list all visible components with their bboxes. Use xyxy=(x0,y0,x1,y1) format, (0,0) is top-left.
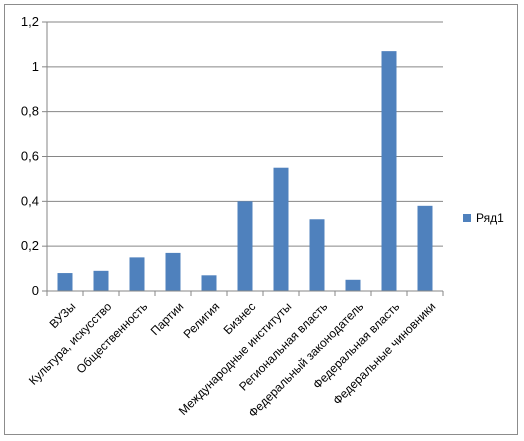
y-tick-label: 0,8 xyxy=(21,104,39,119)
bar xyxy=(345,279,361,291)
bar xyxy=(273,167,289,291)
bar xyxy=(417,205,433,291)
legend: Ряд1 xyxy=(463,211,504,225)
bar xyxy=(93,270,109,291)
x-category-label: Религия xyxy=(181,299,223,341)
bar xyxy=(381,51,397,292)
y-tick-label: 0 xyxy=(32,283,39,298)
y-axis-tick-labels: 0 0,2 0,4 0,6 0,8 1 1,2 xyxy=(21,14,47,298)
bar-series xyxy=(57,51,433,292)
y-tick-label: 0,2 xyxy=(21,238,39,253)
axes xyxy=(46,22,444,296)
bar xyxy=(57,273,73,291)
bar xyxy=(129,257,145,291)
bar xyxy=(309,219,325,291)
y-tick-label: 1,2 xyxy=(21,14,39,29)
legend-label: Ряд1 xyxy=(476,211,504,225)
y-tick-label: 1 xyxy=(32,59,39,74)
x-category-label: ВУЗы xyxy=(47,299,79,331)
bar xyxy=(237,201,253,291)
gridlines xyxy=(47,21,443,247)
y-tick-label: 0,6 xyxy=(21,149,39,164)
bar xyxy=(165,252,181,291)
legend-swatch xyxy=(463,214,471,222)
y-tick-label: 0,4 xyxy=(21,193,39,208)
bar xyxy=(201,275,217,291)
